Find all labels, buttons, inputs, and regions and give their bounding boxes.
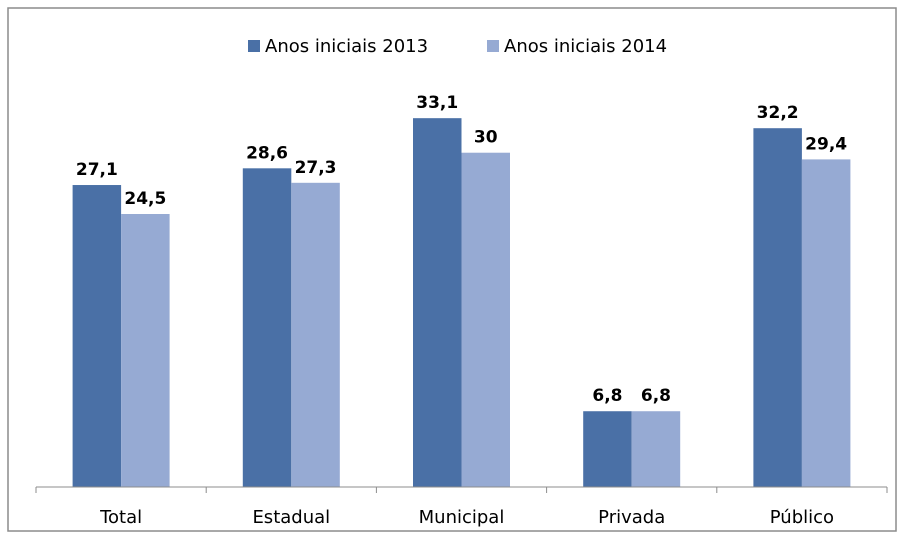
legend-label: Anos iniciais 2014 <box>504 36 667 57</box>
x-tick-label: Privada <box>598 507 665 528</box>
bar <box>801 159 851 487</box>
value-label: 29,4 <box>805 134 847 154</box>
value-label: 24,5 <box>124 189 166 209</box>
x-tick-label: Total <box>99 507 142 528</box>
value-label: 27,3 <box>295 158 337 178</box>
value-label: 30 <box>474 128 498 148</box>
legend-swatch <box>487 40 499 52</box>
value-label: 28,6 <box>246 143 288 163</box>
bar <box>631 411 681 487</box>
bar <box>413 118 462 488</box>
value-label: 6,8 <box>641 386 671 406</box>
x-tick-label: Estadual <box>252 507 330 528</box>
x-tick-label: Municipal <box>419 507 505 528</box>
value-label: 27,1 <box>76 160 118 180</box>
bar <box>121 214 170 487</box>
value-label: 33,1 <box>416 93 458 113</box>
value-label: 6,8 <box>592 386 622 406</box>
legend-label: Anos iniciais 2013 <box>265 36 428 57</box>
x-tick-label: Público <box>770 507 834 528</box>
value-label: 32,2 <box>757 103 799 123</box>
bar <box>291 182 340 488</box>
bar <box>72 185 122 487</box>
bar <box>242 168 292 488</box>
bar <box>753 128 802 487</box>
legend-swatch <box>248 40 260 52</box>
bar <box>461 152 510 487</box>
bar <box>583 411 632 487</box>
